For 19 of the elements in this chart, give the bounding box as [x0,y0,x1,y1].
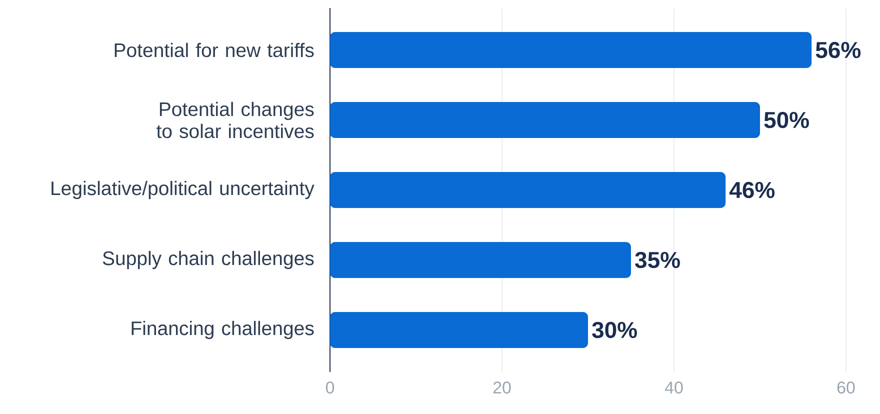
data-label: 35% [635,252,680,268]
data-label: 46% [729,182,775,198]
y-tick-label: Legislative/political uncertainty [52,180,314,200]
y-tick-label: Potential changes to solar incentives [156,102,314,138]
x-tick-label: 60 [837,382,855,394]
data-label: 30% [592,322,637,338]
data-label: 56% [816,42,861,58]
x-tick-label: 0 [326,382,334,394]
y-tick-label: Financing challenges [132,320,314,340]
bar [330,242,631,278]
x-tick-label: 40 [664,382,683,394]
bar [330,312,588,348]
y-tick-label: Supply chain challenges [102,250,314,270]
bar [330,172,726,208]
bar [330,102,760,138]
x-tick-label: 20 [493,382,511,394]
y-tick-label: Potential for new tariffs [114,42,314,58]
bar [330,32,812,68]
data-label: 50% [764,112,809,128]
